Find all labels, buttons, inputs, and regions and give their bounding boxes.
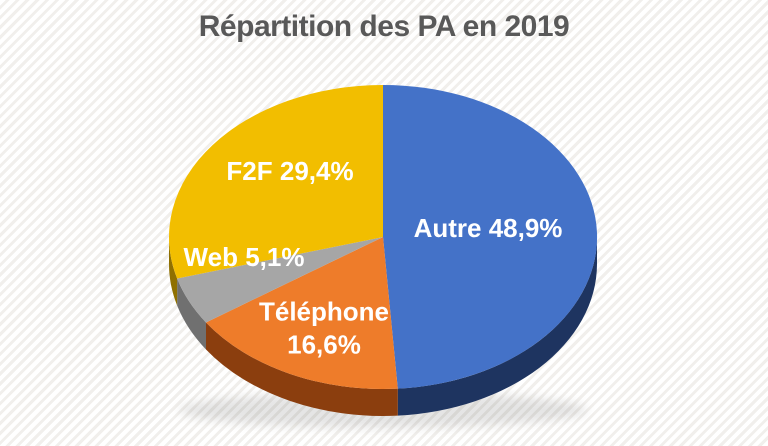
slice-label-telephone: Téléphone 16,6% (259, 296, 389, 361)
pie-slice-web (177, 237, 383, 323)
slice-label-web: Web 5,1% (184, 241, 305, 274)
slice-label-web-name: Web (183, 241, 238, 272)
slice-label-autre: Autre 48,9% (414, 212, 563, 245)
slice-label-f2f-name: F2F (226, 155, 273, 186)
pie-slice-side-f2f (169, 237, 178, 306)
pie-slice-f2f (169, 85, 383, 279)
pie-slice-side-web (177, 278, 206, 350)
pie-slice-autre (383, 84, 598, 389)
chart-title: Répartition des PA en 2019 (198, 10, 570, 43)
slice-label-telephone-name: Téléphone (258, 296, 390, 327)
pie-slice-side-autre (397, 237, 597, 416)
slice-label-autre-value: 48,9% (488, 212, 563, 243)
slice-label-f2f: F2F 29,4% (226, 155, 353, 188)
pie-slice-side-telephone (206, 322, 398, 417)
slice-label-telephone-value: 16,6% (287, 329, 361, 359)
slice-label-autre-name: Autre (413, 212, 482, 243)
slice-label-f2f-value: 29,4% (279, 155, 354, 186)
slice-label-web-value: 5,1% (245, 241, 305, 272)
pie-slice-telephone (206, 237, 398, 390)
